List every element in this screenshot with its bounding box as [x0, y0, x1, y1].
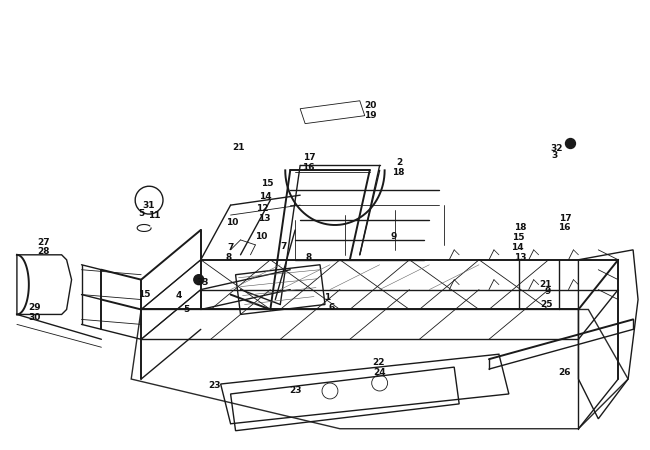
Text: 10: 10 — [255, 233, 268, 242]
Text: 2: 2 — [396, 158, 402, 167]
Text: 31: 31 — [143, 201, 155, 210]
Text: 13: 13 — [258, 214, 270, 223]
Text: 17: 17 — [303, 153, 315, 162]
Text: 17: 17 — [559, 214, 572, 223]
Text: 12: 12 — [256, 203, 268, 212]
Text: 20: 20 — [365, 101, 377, 110]
Text: 16: 16 — [558, 224, 571, 233]
Text: 14: 14 — [512, 243, 524, 252]
Text: 32: 32 — [551, 144, 563, 153]
Text: 13: 13 — [514, 253, 526, 262]
Text: 29: 29 — [29, 303, 41, 312]
Text: 26: 26 — [558, 368, 571, 377]
Text: 15: 15 — [261, 179, 274, 188]
Text: 23: 23 — [209, 382, 221, 391]
Text: 9: 9 — [545, 287, 551, 296]
Text: 33: 33 — [196, 278, 209, 287]
Text: 28: 28 — [38, 248, 50, 256]
Text: 11: 11 — [148, 211, 161, 220]
Text: 21: 21 — [540, 280, 552, 289]
Text: 5: 5 — [184, 305, 190, 314]
Text: 21: 21 — [232, 143, 245, 152]
Text: 7: 7 — [227, 243, 234, 252]
Text: 8: 8 — [226, 253, 231, 262]
Text: 10: 10 — [226, 217, 239, 226]
Text: 25: 25 — [540, 300, 553, 309]
Text: 1: 1 — [324, 293, 330, 302]
Text: 15: 15 — [138, 290, 150, 299]
Text: 19: 19 — [365, 111, 377, 120]
Text: 22: 22 — [372, 358, 385, 367]
Text: 6: 6 — [329, 303, 335, 312]
Text: 18: 18 — [514, 224, 526, 233]
Text: 27: 27 — [38, 238, 50, 248]
Text: 15: 15 — [512, 234, 524, 243]
Text: 14: 14 — [259, 192, 272, 201]
Circle shape — [194, 274, 203, 285]
Text: 24: 24 — [373, 368, 386, 377]
Text: 7: 7 — [280, 243, 287, 252]
Text: 4: 4 — [176, 291, 182, 300]
Text: 5: 5 — [138, 208, 144, 217]
Text: 16: 16 — [302, 163, 315, 172]
Text: 9: 9 — [391, 233, 396, 242]
Text: 23: 23 — [289, 387, 302, 396]
Text: 8: 8 — [306, 253, 312, 262]
Circle shape — [566, 139, 575, 148]
Text: 18: 18 — [393, 168, 405, 177]
Text: 3: 3 — [551, 151, 558, 160]
Text: 30: 30 — [29, 313, 41, 322]
